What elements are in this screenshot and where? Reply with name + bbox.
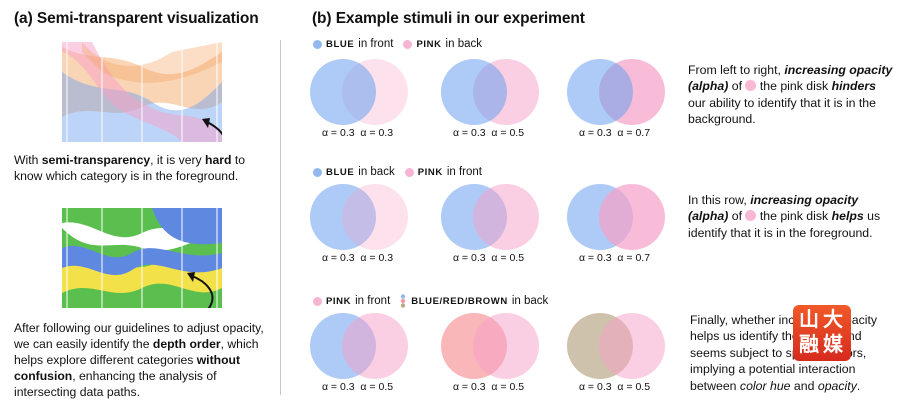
- row2-description: In this row, increasing opacity (alpha) …: [688, 193, 881, 240]
- row2-stimuli: [310, 184, 665, 250]
- row1-description: From left to right, increasing opacity (…: [688, 63, 893, 127]
- row1-alpha-1: α = 0.3 α = 0.3: [321, 127, 394, 139]
- row3-stimuli: [310, 313, 665, 379]
- blue-dot-icon: [313, 39, 322, 49]
- row2-stimulus-1: [310, 184, 408, 250]
- row1-alpha-2: α = 0.3 α = 0.5: [452, 127, 525, 139]
- row3-description: Finally, whether increasing opacity help…: [690, 313, 878, 393]
- row3-legend: PINK in front BLUE/RED/BROWN in back: [313, 294, 548, 308]
- row3-alpha-2: α = 0.3 α = 0.5: [452, 381, 525, 393]
- row2-alpha-3: α = 0.3 α = 0.7: [578, 252, 651, 264]
- row3-stimulus-blue: [310, 313, 408, 379]
- blue-dot-icon: [313, 167, 322, 177]
- row2-stimulus-3: [567, 184, 665, 250]
- opacity-adjusted-chart: [62, 208, 222, 308]
- row1-legend: BLUE in front PINK in back: [313, 38, 482, 50]
- pink-dot-icon: [404, 167, 414, 177]
- row3-stimulus-brown: [567, 313, 665, 379]
- row1-stimuli: [310, 59, 665, 125]
- row2-stimulus-2: [441, 184, 539, 250]
- row2-alpha-2: α = 0.3 α = 0.5: [452, 252, 525, 264]
- multi-color-dots-icon: [401, 294, 406, 308]
- row3-alpha-1: α = 0.3 α = 0.5: [321, 381, 394, 393]
- semi-transparent-chart: [62, 42, 222, 142]
- row1-stimulus-3: [567, 59, 665, 125]
- row3-alpha-3: α = 0.3 α = 0.5: [578, 381, 651, 393]
- pink-dot-icon: [313, 296, 322, 306]
- panel-a-caption-bottom: After following our guidelines to adjust…: [14, 321, 264, 399]
- row1-stimulus-2: [441, 59, 539, 125]
- watermark-logo: 山 大 融 媒: [793, 305, 851, 361]
- panel-divider: [280, 40, 281, 395]
- pink-disk-icon: [745, 80, 757, 92]
- row2-alpha-1: α = 0.3 α = 0.3: [321, 252, 394, 264]
- panel-a-title: (a) Semi-transparent visualization: [14, 10, 259, 27]
- panel-b-title: (b) Example stimuli in our experiment: [312, 10, 585, 27]
- row3-stimulus-red: [441, 313, 539, 379]
- row1-alpha-3: α = 0.3 α = 0.7: [578, 127, 651, 139]
- row1-stimulus-1: [310, 59, 408, 125]
- pink-dot-icon: [403, 39, 413, 49]
- pink-disk-icon: [745, 210, 757, 222]
- row2-legend: BLUE in back PINK in front: [313, 166, 482, 178]
- panel-a-caption-top: With semi-transparency, it is very hard …: [14, 153, 245, 183]
